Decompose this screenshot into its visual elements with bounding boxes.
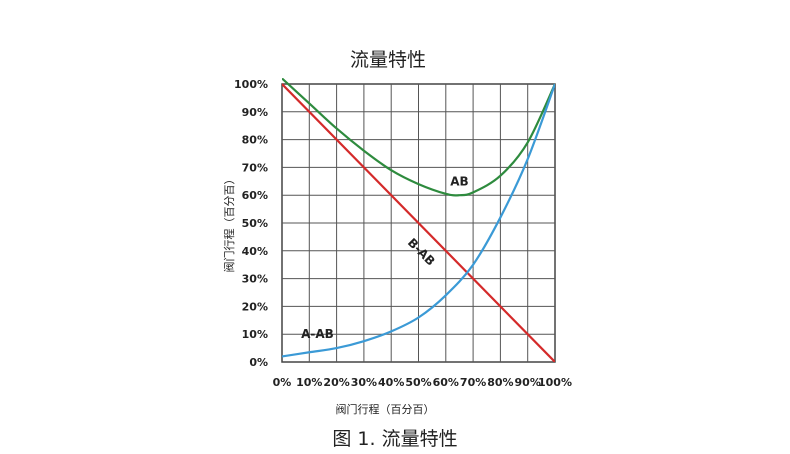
x-tick-label: 20% [323,376,349,389]
x-tick-label: 30% [351,376,377,389]
series-line-ab [282,78,555,197]
y-tick-label: 30% [242,273,268,286]
series-line-b-ab [282,83,555,362]
x-tick-label: 10% [296,376,322,389]
series-line-a-ab [282,83,555,358]
x-tick-label: 60% [433,376,459,389]
series-lines [282,78,555,362]
x-tick-label: 100% [538,376,572,389]
y-tick-label: 60% [242,189,268,202]
y-tick-label: 40% [242,245,268,258]
y-tick-label: 20% [242,300,268,313]
y-tick-label: 0% [249,356,268,369]
x-tick-label: 50% [405,376,431,389]
figure-caption: 图 1. 流量特性 [332,428,458,450]
flow-characteristic-chart: 流量特性 0% 10% 20% 30% 40% 50% 60% 70% 80% 90%100%0%… [222,49,572,416]
x-tick-label: 0% [273,376,292,389]
y-tick-label: 90% [242,106,268,119]
x-tick-label: 90% [515,376,541,389]
x-axis-label: 阀门行程（百分百） [336,402,435,416]
chart-title: 流量特性 [350,49,426,71]
y-axis-label: 阀门行程（百分百） [222,174,236,273]
y-tick-label: 10% [242,328,268,341]
tick-labels: 0% 10% 20% 30% 40% 50% 60% 70% 80% 90%100%0%10%20… [234,78,572,389]
y-tick-label: 70% [242,161,268,174]
annotation-a-ab: A-AB [301,327,334,341]
y-tick-label: 50% [242,217,268,230]
y-tick-label: 100% [234,78,268,91]
y-tick-label: 80% [242,134,268,147]
x-tick-label: 40% [378,376,404,389]
annotation-ab: AB [450,174,468,188]
x-tick-label: 70% [460,376,486,389]
x-tick-label: 80% [487,376,513,389]
